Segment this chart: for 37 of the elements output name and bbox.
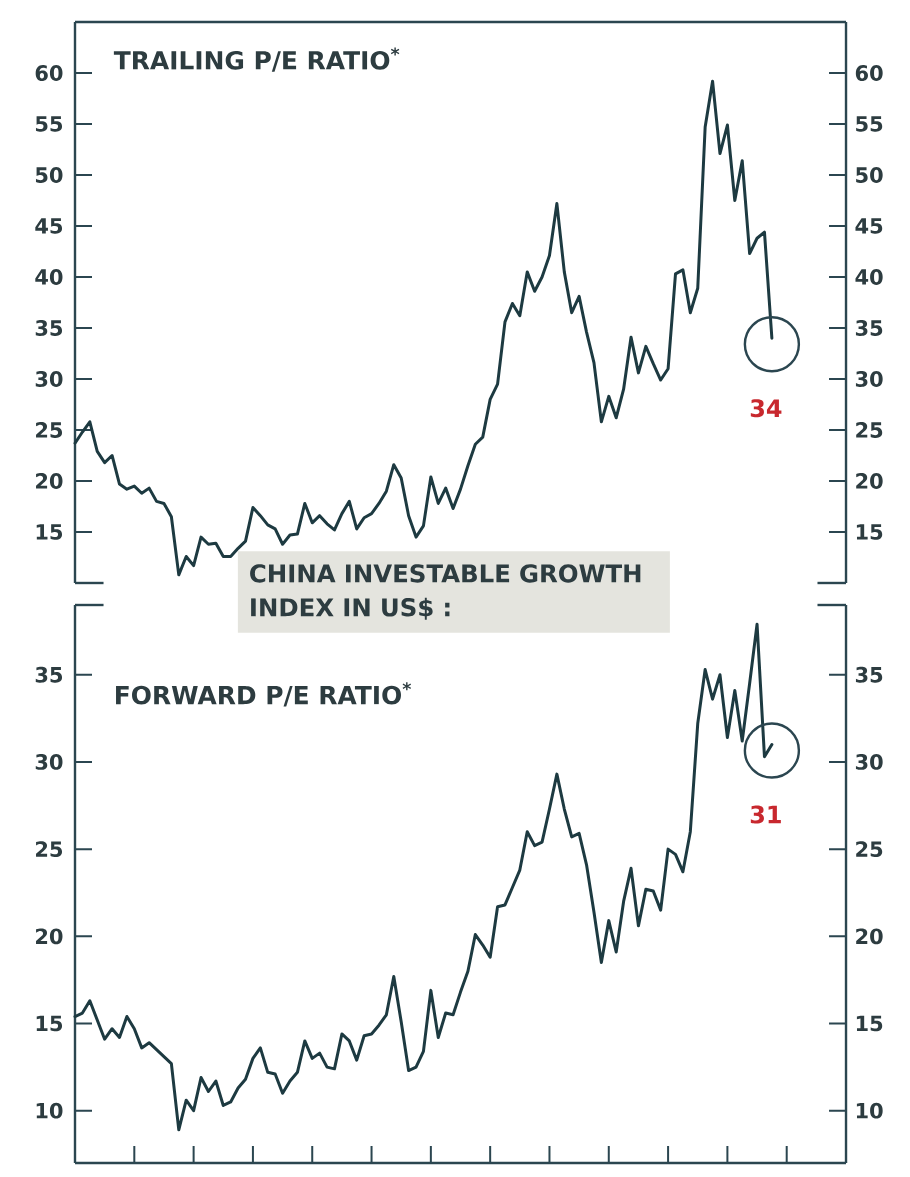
y2-tick-label: 20 — [856, 928, 883, 945]
annotation: CHINA INVESTABLE GROWTH INDEX IN US$ : — [250, 564, 641, 620]
y-tick-label: 35 — [35, 666, 63, 683]
text: TRAILING P/E RATIO$^{*}$ — [113, 47, 400, 72]
y2-tick-label: 40 — [855, 269, 883, 285]
annotation: 31 — [750, 805, 781, 824]
y2-tick-label: 20 — [856, 473, 883, 489]
y2-tick-label: 30 — [855, 754, 883, 770]
y2-tick-label: 60 — [855, 65, 883, 81]
y-tick-label: 30 — [35, 371, 63, 387]
y-tick-label: 30 — [35, 754, 63, 770]
y2-tick-label: 25 — [856, 841, 883, 858]
y2-tick-label: 10 — [856, 1102, 883, 1119]
y-tick-label: 50 — [35, 167, 63, 183]
y2-tick-label: 15 — [856, 524, 883, 540]
y2-tick-label: 50 — [856, 167, 883, 183]
y2-tick-label: 35 — [855, 666, 883, 683]
y-tick-label: 60 — [35, 65, 63, 81]
y-tick-label: 15 — [36, 524, 63, 540]
y-tick-label: 10 — [36, 1102, 63, 1119]
y2-tick-label: 45 — [855, 218, 883, 234]
y-tick-label: 35 — [35, 320, 63, 336]
y-tick-label: 45 — [35, 218, 63, 234]
y-tick-label: 20 — [36, 928, 63, 945]
y2-tick-label: 25 — [856, 422, 883, 438]
y2-tick-label: 15 — [856, 1015, 883, 1032]
y-tick-label: 40 — [35, 269, 63, 285]
y-tick-label: 55 — [35, 116, 63, 132]
annotation: 34 — [750, 399, 782, 418]
y-tick-label: 20 — [36, 473, 63, 489]
y2-tick-label: 35 — [855, 320, 883, 336]
y-tick-label: 25 — [36, 841, 63, 858]
y2-tick-label: 30 — [855, 371, 883, 387]
y-tick-label: 25 — [36, 422, 63, 438]
text: FORWARD P/E RATIO$^{*}$ — [116, 682, 412, 707]
y-tick-label: 15 — [36, 1015, 63, 1032]
y2-tick-label: 55 — [856, 116, 883, 132]
